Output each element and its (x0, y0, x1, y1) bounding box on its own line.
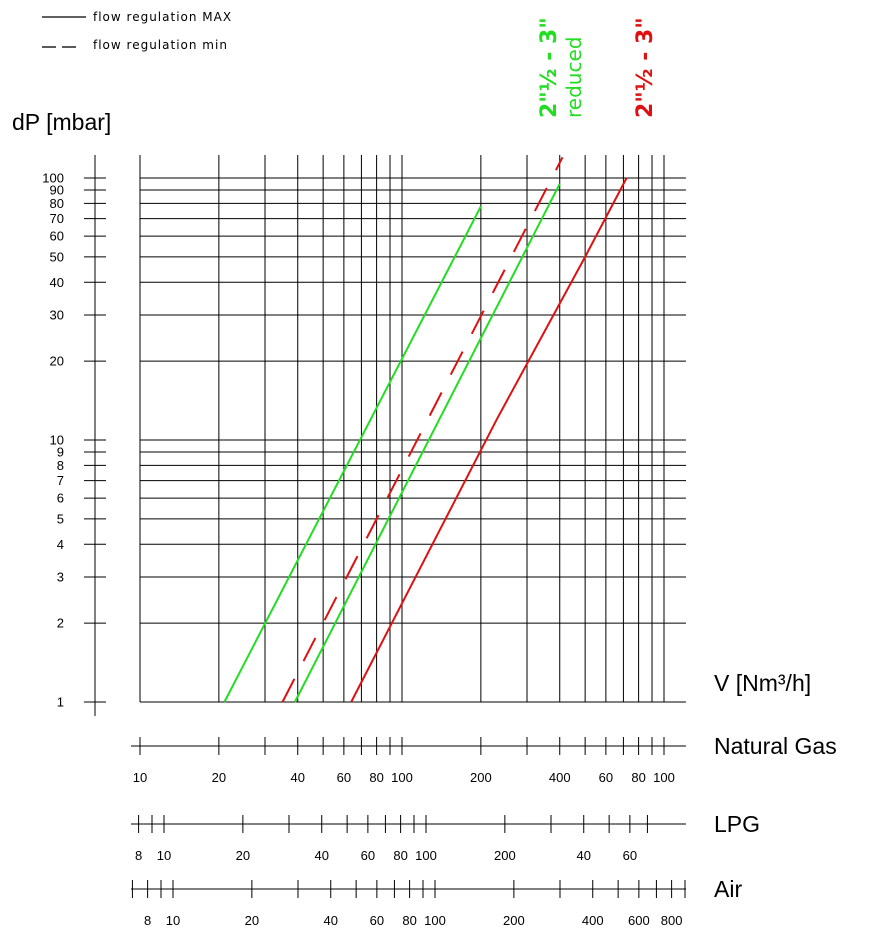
y-tick-label: 1 (57, 695, 64, 710)
x-tick-label: 10 (166, 913, 180, 928)
x-tick-label: 60 (337, 770, 351, 785)
series-layer (223, 156, 628, 703)
y-tick-label: 90 (50, 182, 64, 197)
grid (139, 155, 686, 703)
x-tick-label: 80 (393, 848, 407, 863)
legend-solid-label: flow regulation MAX (93, 10, 232, 24)
x-axis-name: LPG (714, 811, 760, 837)
y-tick-label: 3 (57, 569, 64, 584)
legend: flow regulation MAX flow regulation min (42, 10, 232, 52)
series-line-4 (350, 177, 628, 703)
y-tick-label: 20 (50, 354, 64, 369)
y-tick-label: 8 (57, 458, 64, 473)
x-tick-label: 20 (245, 913, 259, 928)
y-tick-label: 9 (57, 444, 64, 459)
x-tick-label: 10 (157, 848, 171, 863)
x-tick-label: 8 (135, 848, 142, 863)
y-tick-label: 30 (50, 307, 64, 322)
x-tick-label: 60 (361, 848, 375, 863)
x-axes: 10 20 40 60 80 100 200 400 60 80 100 Natural Gas 8 10… (131, 733, 837, 928)
series-line-1 (223, 205, 482, 703)
y-tick-label: 60 (50, 229, 64, 244)
x-tick-label: 40 (577, 848, 591, 863)
x-tick-label: 60 (623, 848, 637, 863)
x-tick-label: 400 (582, 913, 604, 928)
x-tick-label: 400 (549, 770, 571, 785)
x-tick-label: 200 (494, 848, 516, 863)
x-tick-label: 200 (503, 913, 525, 928)
x-tick-label: 80 (631, 770, 645, 785)
series-labels: 2"½ - 3" reduced 2"½ - 3" (537, 17, 658, 118)
x-tick-label: 80 (369, 770, 383, 785)
x-tick-label: 100 (415, 848, 437, 863)
x-tick-label: 80 (402, 913, 416, 928)
x-tick-label: 40 (324, 913, 338, 928)
x-tick-label: 100 (391, 770, 413, 785)
y-tick-label: 50 (50, 249, 64, 264)
x-axis-name: Air (714, 876, 742, 902)
x-tick-label: 10 (133, 770, 147, 785)
x-axis-lpg: 8 10 20 40 60 80 100 200 40 60 LPG (131, 811, 760, 863)
y-tick-label: 10 (50, 433, 64, 448)
y-tick-label: 70 (50, 211, 64, 226)
x-tick-label: 800 (661, 913, 683, 928)
x-tick-label: 100 (653, 770, 675, 785)
y-tick-label: 6 (57, 491, 64, 506)
x-tick-label: 20 (212, 770, 226, 785)
series-line-2 (294, 183, 561, 703)
x-axis-title: V [Nm³/h] (714, 670, 811, 696)
x-tick-label: 20 (236, 848, 250, 863)
x-tick-label: 100 (424, 913, 446, 928)
y-tick-label: 100 (42, 171, 64, 186)
y-tick-label: 40 (50, 275, 64, 290)
x-tick-label: 600 (628, 913, 650, 928)
series-sublabel-green: reduced (562, 37, 586, 118)
x-tick-label: 200 (470, 770, 492, 785)
x-tick-label: 60 (599, 770, 613, 785)
series-label-red: 2"½ - 3" (633, 17, 658, 118)
x-tick-label: 8 (144, 913, 151, 928)
y-tick-label: 5 (57, 511, 64, 526)
x-tick-label: 40 (291, 770, 305, 785)
legend-dashed-label: flow regulation min (93, 38, 228, 52)
x-axis-name: Natural Gas (714, 733, 837, 759)
x-tick-label: 60 (370, 913, 384, 928)
y-tick-label: 7 (57, 473, 64, 488)
x-tick-label: 40 (315, 848, 329, 863)
x-axis-natural-gas: 10 20 40 60 80 100 200 400 60 80 100 Natural Gas (131, 733, 837, 785)
series-label-green: 2"½ - 3" (537, 17, 562, 118)
series-line-3 (281, 156, 564, 703)
y-tick-label: 80 (50, 196, 64, 211)
y-tick-label: 4 (57, 537, 64, 552)
y-tick-label: 2 (57, 616, 64, 631)
y-axis-title: dP [mbar] (12, 109, 111, 135)
x-axis-air: 8 10 20 40 60 80 100 200 400 600 800 Air (131, 876, 742, 928)
